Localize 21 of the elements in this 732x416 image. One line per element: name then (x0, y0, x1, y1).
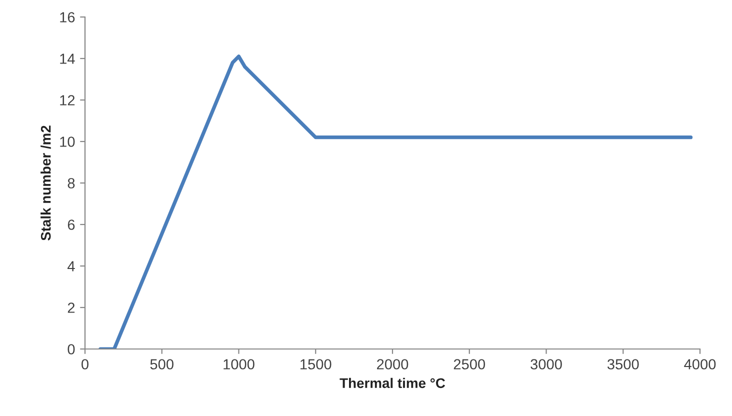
x-tick-label: 1000 (224, 359, 254, 370)
y-tick-label: 8 (68, 178, 75, 188)
y-tick-label: 14 (60, 54, 75, 64)
x-tick-label: 0 (82, 359, 88, 370)
x-tick-label: 2000 (377, 359, 408, 370)
line-series (98, 54, 693, 349)
x-tick-label: 3500 (607, 359, 639, 370)
y-tick-label: 16 (60, 12, 75, 22)
x-tick-label: 2500 (454, 359, 486, 370)
y-tick-label: 4 (68, 261, 75, 272)
x-tick-label: 500 (150, 359, 174, 370)
y-tick-label: 2 (68, 302, 75, 313)
y-axis-title: Stalk number /m2 (40, 126, 51, 240)
y-tick-label: 10 (60, 136, 75, 147)
y-tick-label: 6 (68, 220, 75, 230)
x-tick-label: 4000 (684, 359, 716, 370)
y-tick-label: 12 (60, 95, 75, 106)
x-tick-label: 1500 (300, 359, 332, 370)
x-axis-title: Thermal time °C (340, 378, 446, 388)
y-tick-label: 0 (68, 344, 75, 354)
x-tick-label: 3000 (530, 359, 562, 370)
